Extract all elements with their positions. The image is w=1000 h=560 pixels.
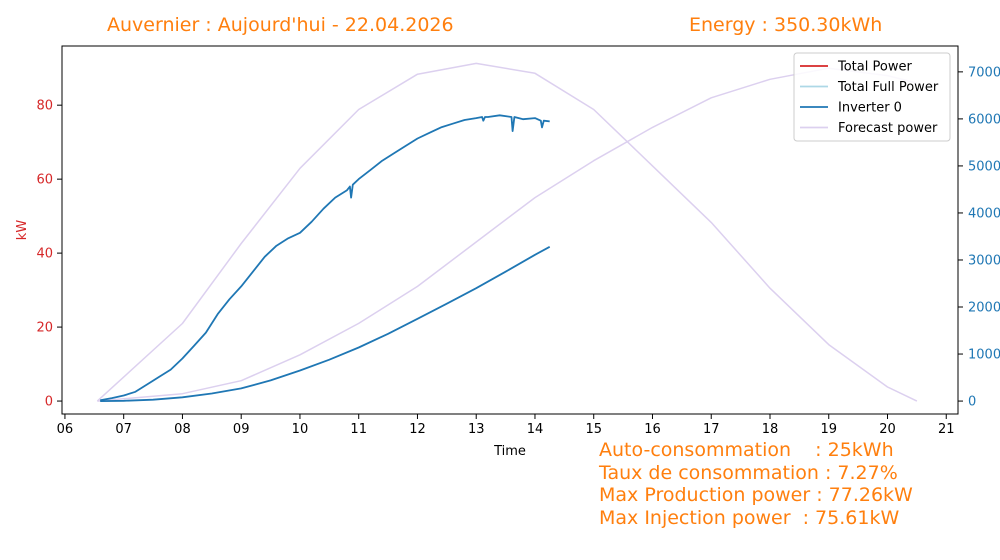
- y-tick-label: 40: [36, 247, 53, 262]
- x-tick-label: 10: [292, 422, 309, 437]
- y-tick-label: 60: [36, 173, 53, 188]
- y-axis-label: kW: [15, 220, 30, 241]
- legend-label: Total Power: [837, 60, 912, 75]
- y-tick-label: 80: [36, 99, 53, 114]
- x-tick-label: 12: [409, 422, 426, 437]
- stats-panel: Auto-consommation : 25kWh Taux de consom…: [599, 439, 913, 529]
- x-tick-label: 20: [879, 422, 896, 437]
- chart-title: Auvernier : Aujourd'hui - 22.04.2026: [107, 14, 454, 36]
- stat-max-injection: Max Injection power : 75.61kW: [599, 506, 900, 529]
- y2-tick-label: 2000: [968, 301, 1000, 316]
- x-tick-label: 13: [468, 422, 485, 437]
- y-tick-label: 0: [45, 395, 53, 410]
- x-tick-label: 18: [762, 422, 779, 437]
- series-line-5: [100, 246, 551, 402]
- legend-label: Inverter 0: [838, 101, 902, 116]
- energy-total: Energy : 350.30kWh: [689, 14, 883, 36]
- y-tick-label: 20: [36, 321, 53, 336]
- x-tick-label: 07: [115, 422, 132, 437]
- plot-frame: [61, 45, 959, 415]
- y2-tick-label: 0: [968, 395, 976, 410]
- x-tick-label: 21: [938, 422, 955, 437]
- x-tick-label: 08: [174, 422, 191, 437]
- x-tick-label: 19: [820, 422, 837, 437]
- x-tick-label: 11: [350, 422, 367, 437]
- y2-tick-label: 3000: [968, 253, 1000, 268]
- x-tick-label: 14: [527, 422, 544, 437]
- x-tick-label: 09: [233, 422, 250, 437]
- x-axis-label: Time: [493, 444, 526, 459]
- series-line-2: [100, 114, 550, 402]
- y2-tick-label: 7000: [968, 65, 1000, 80]
- series-line-3: [96, 62, 918, 402]
- stat-auto-consommation: Auto-consommation : 25kWh: [599, 439, 894, 461]
- y2-tick-label: 6000: [968, 112, 1000, 127]
- stat-max-production: Max Production power : 77.26kW: [599, 484, 913, 506]
- x-tick-label: 06: [57, 422, 74, 437]
- legend-label: Forecast power: [838, 121, 938, 136]
- legend-box: [793, 52, 951, 142]
- stat-taux-consommation: Taux de consommation : 7.27%: [599, 461, 898, 484]
- x-tick-label: 16: [644, 422, 661, 437]
- y2-tick-label: 5000: [968, 159, 1000, 174]
- x-tick-label: 17: [703, 422, 720, 437]
- legend-label: Total Full Power: [837, 80, 939, 95]
- x-tick-label: 15: [585, 422, 602, 437]
- y2-tick-label: 4000: [968, 206, 1000, 221]
- y2-tick-label: 1000: [968, 348, 1000, 363]
